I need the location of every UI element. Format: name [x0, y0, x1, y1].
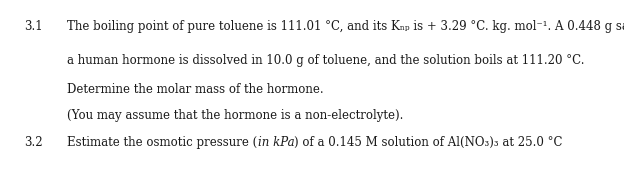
Text: (You may assume that the hormone is a non-electrolyte).: (You may assume that the hormone is a no…: [67, 109, 404, 122]
Text: 3.1: 3.1: [24, 20, 42, 33]
Text: in kPa: in kPa: [258, 136, 295, 149]
Text: ) of a 0.145 M solution of Al(NO₃)₃ at 25.0 °C: ) of a 0.145 M solution of Al(NO₃)₃ at 2…: [295, 136, 563, 149]
Text: The boiling point of pure toluene is 111.01 °C, and its Kₙₚ is + 3.29 °C. kg. mo: The boiling point of pure toluene is 111…: [67, 20, 624, 33]
Text: Determine the molar mass of the hormone.: Determine the molar mass of the hormone.: [67, 83, 324, 96]
Text: 3.2: 3.2: [24, 136, 42, 149]
Text: a human hormone is dissolved in 10.0 g of toluene, and the solution boils at 111: a human hormone is dissolved in 10.0 g o…: [67, 54, 585, 67]
Text: Estimate the osmotic pressure (: Estimate the osmotic pressure (: [67, 136, 258, 149]
